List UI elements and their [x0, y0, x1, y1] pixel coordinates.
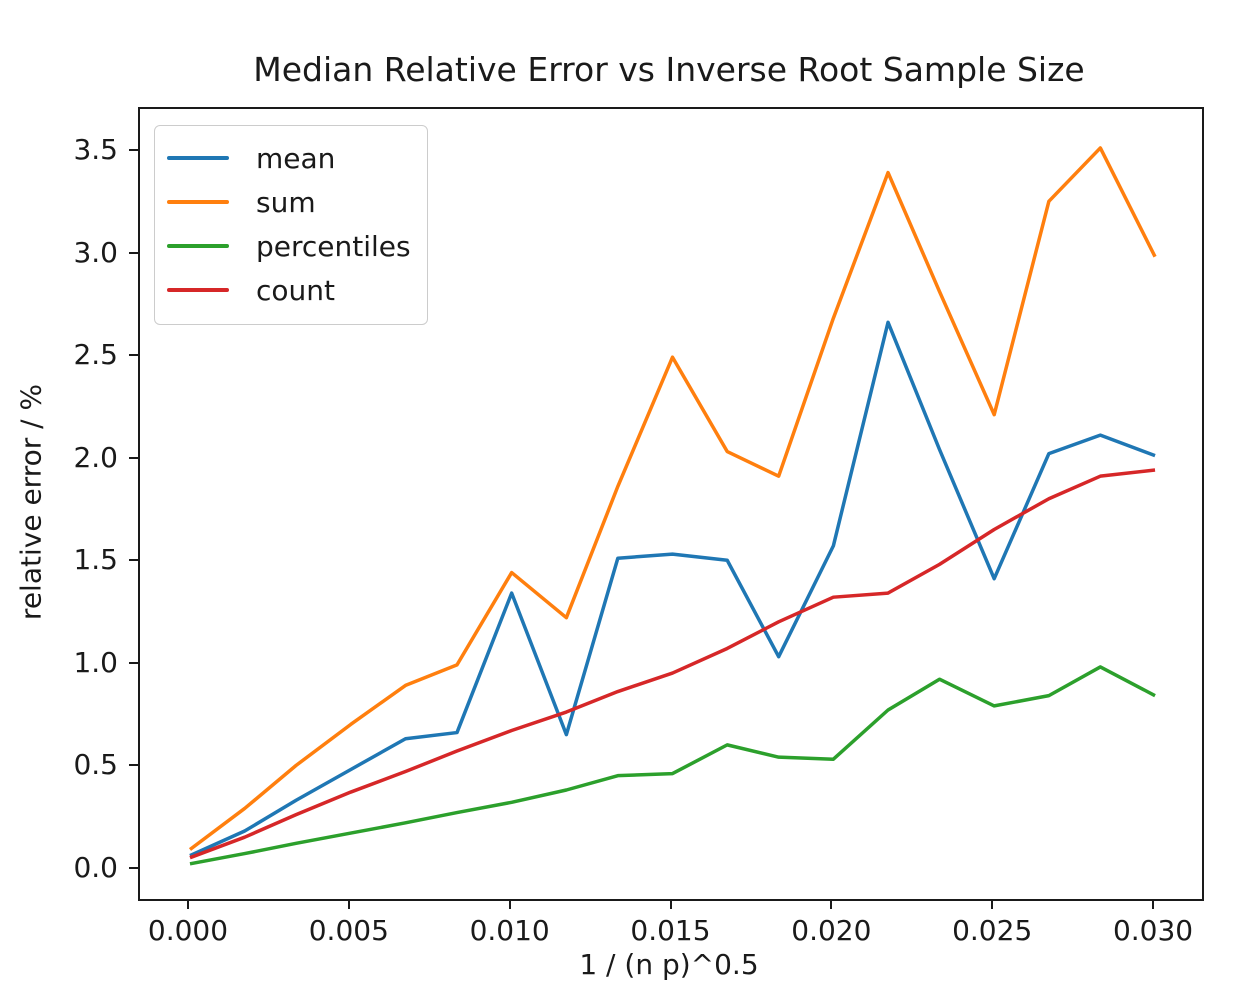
x-tick-label: 0.005: [308, 914, 389, 947]
legend-entry-percentiles: percentiles: [155, 224, 427, 268]
data-lines-layer: [188, 146, 1157, 866]
y-tick-label: 3.5: [73, 133, 118, 167]
series-line-sum: [188, 146, 1157, 851]
series-line-mean: [189, 320, 1156, 858]
count-line-swatch: [167, 287, 229, 293]
x-tick-label: 0.010: [469, 914, 550, 947]
y-axis-label: relative error / %: [14, 383, 48, 621]
chart-title: Median Relative Error vs Inverse Root Sa…: [253, 50, 1085, 89]
x-tick-label: 0.000: [147, 914, 229, 947]
plot-area: mean sum percentiles count: [138, 107, 1204, 901]
series-line-count: [189, 468, 1156, 860]
y-tick-mark: [129, 149, 138, 152]
y-tick-mark: [129, 456, 138, 459]
y-tick-mark: [129, 764, 138, 767]
y-tick-label: 1.5: [73, 543, 118, 577]
x-tick-mark: [991, 899, 994, 909]
y-tick-label: 2.5: [73, 338, 118, 372]
legend-box: mean sum percentiles count: [154, 125, 428, 325]
x-tick-label: 0.030: [1112, 914, 1194, 947]
y-tick-mark: [129, 866, 138, 869]
x-tick-label: 0.015: [630, 914, 711, 947]
y-tick-label: 2.0: [73, 440, 118, 474]
legend-label: count: [256, 273, 335, 307]
y-tick-label: 0.0: [73, 850, 118, 884]
x-tick-mark: [669, 899, 672, 909]
legend-label: mean: [256, 141, 336, 175]
y-tick-mark: [129, 251, 138, 254]
legend-entry-count: count: [155, 268, 427, 312]
x-tick-mark: [1152, 899, 1155, 909]
series-line-percentiles: [189, 665, 1156, 866]
y-tick-label: 1.0: [73, 645, 118, 679]
y-tick-label: 0.5: [73, 748, 118, 782]
mean-line-swatch: [167, 155, 229, 161]
legend-entry-mean: mean: [155, 136, 427, 180]
x-tick-mark: [830, 899, 833, 909]
x-tick-mark: [186, 899, 189, 909]
legend-entry-sum: sum: [155, 180, 427, 224]
y-tick-mark: [129, 354, 138, 357]
percentiles-line-swatch: [167, 243, 229, 249]
x-tick-mark: [347, 899, 350, 909]
y-tick-mark: [129, 661, 138, 664]
sum-line-swatch: [167, 199, 229, 205]
y-tick-label: 3.0: [73, 235, 118, 269]
x-axis-label: 1 / (n p)^0.5: [579, 948, 759, 981]
legend-label: percentiles: [256, 229, 411, 263]
x-tick-label: 0.020: [791, 914, 872, 947]
x-tick-label: 0.025: [952, 914, 1033, 947]
y-tick-mark: [129, 559, 138, 562]
legend-label: sum: [256, 185, 316, 219]
x-tick-mark: [508, 899, 511, 909]
